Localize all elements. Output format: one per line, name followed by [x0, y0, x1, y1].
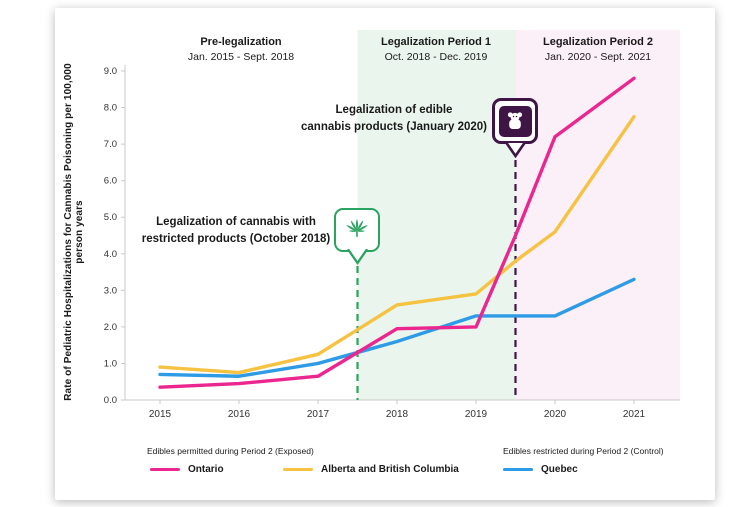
legend-label-quebec: Quebec [541, 464, 578, 475]
callout-edible-products-box [492, 98, 538, 144]
legend-item-quebec: Quebec [503, 464, 578, 475]
callout-restricted-products-text: Legalization of cannabis with restricted… [141, 214, 331, 249]
period-title: Legalization Period 1 [380, 36, 492, 48]
callout-line: restricted products (October 2018) [141, 233, 331, 246]
callout-pointer [347, 249, 368, 265]
legend-group-label-control: Edibles restricted during Period 2 (Cont… [503, 446, 664, 456]
svg-text:8.0: 8.0 [104, 103, 117, 114]
period-header-legalization-2: Legalization Period 2 Jan. 2020 - Sept. … [518, 36, 678, 63]
legend-item-ontario: Ontario [150, 464, 224, 475]
svg-text:2020: 2020 [544, 409, 567, 420]
svg-text:2021: 2021 [623, 409, 646, 420]
period-header-pre-legalization: Pre-legalization Jan. 2015 - Sept. 2018 [161, 36, 321, 63]
svg-text:9.0: 9.0 [104, 66, 117, 77]
legend-swatch-alberta-bc [283, 467, 313, 472]
svg-text:6.0: 6.0 [104, 176, 117, 187]
svg-text:2017: 2017 [307, 409, 330, 420]
svg-text:0.0: 0.0 [104, 395, 117, 406]
y-axis-label: Rate of Pediatric Hospitalizations for C… [63, 63, 85, 401]
period-range: Jan. 2015 - Sept. 2018 [187, 51, 295, 63]
callout-line: Legalization of cannabis with [156, 216, 316, 228]
chart-card: 2015 2016 2017 2018 2019 2020 2021 0.0 1.0 2.0 3.0… [55, 8, 715, 500]
legend-label-ontario: Ontario [188, 464, 224, 475]
callout-pointer [505, 142, 526, 158]
callout-line: Legalization of edible [335, 104, 453, 116]
cannabis-leaf-icon [346, 218, 368, 237]
callout-restricted-products-box [334, 208, 380, 252]
svg-text:2019: 2019 [465, 409, 488, 420]
period-range: Jan. 2020 - Sept. 2021 [544, 51, 652, 63]
svg-text:4.0: 4.0 [104, 249, 117, 260]
legend-label-alberta-bc: Alberta and British Columbia [321, 464, 459, 475]
callout-edible-products-text: Legalization of edible cannabis products… [299, 102, 489, 137]
legend-swatch-ontario [150, 467, 180, 472]
svg-text:2016: 2016 [228, 409, 251, 420]
svg-text:1.0: 1.0 [104, 358, 117, 369]
svg-text:5.0: 5.0 [104, 212, 117, 223]
svg-text:3.0: 3.0 [104, 285, 117, 296]
legend-group-label-exposed: Edibles permitted during Period 2 (Expos… [147, 446, 314, 456]
period-title: Legalization Period 2 [542, 36, 654, 48]
legend-item-alberta-bc: Alberta and British Columbia [283, 464, 459, 475]
svg-text:2015: 2015 [149, 409, 172, 420]
callout-line: cannabis products (January 2020) [301, 121, 487, 134]
period-range: Oct. 2018 - Dec. 2019 [384, 51, 488, 63]
svg-text:7.0: 7.0 [104, 139, 117, 150]
svg-text:2.0: 2.0 [104, 322, 117, 333]
pediatric-cannabis-poisoning-line-chart: 2015 2016 2017 2018 2019 2020 2021 0.0 1.0 2.0 3.0… [104, 30, 680, 420]
svg-text:2018: 2018 [386, 409, 409, 420]
gummy-bear-icon [498, 105, 532, 137]
period-header-legalization-1: Legalization Period 1 Oct. 2018 - Dec. 2… [356, 36, 516, 63]
period-title: Pre-legalization [200, 36, 282, 48]
legend-swatch-quebec [503, 467, 533, 472]
